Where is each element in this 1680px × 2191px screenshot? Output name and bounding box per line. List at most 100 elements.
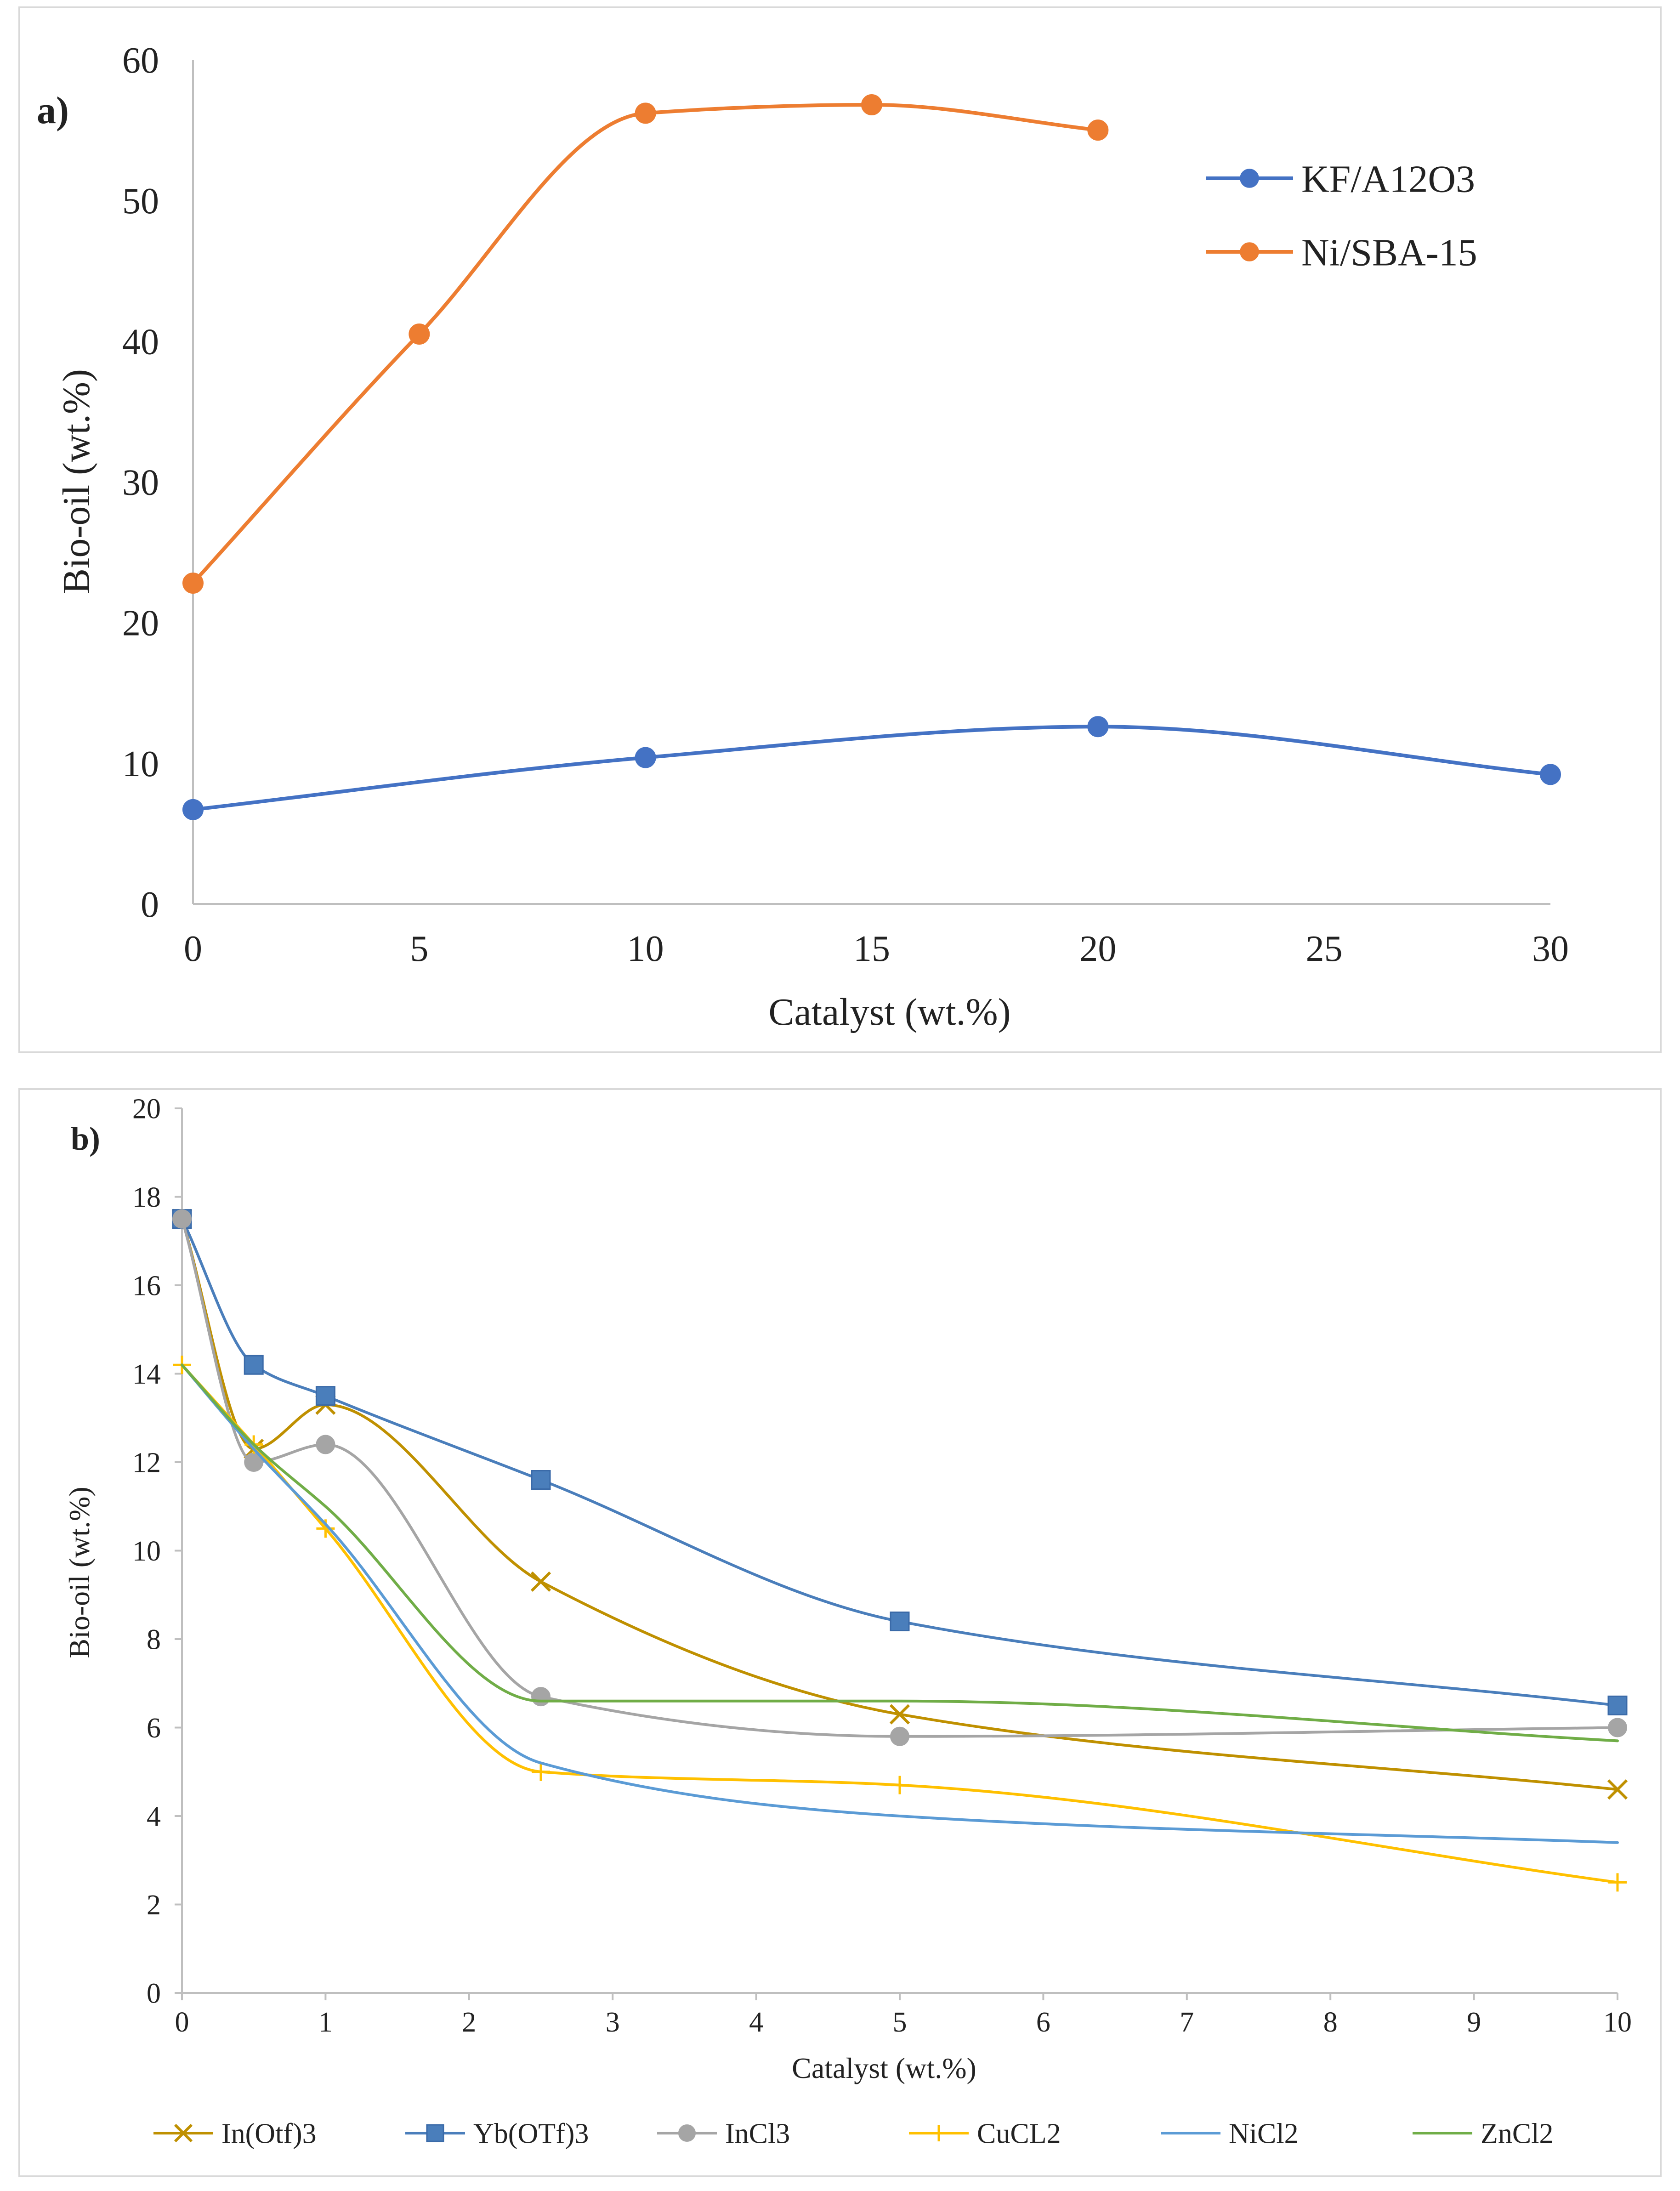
chart-b-ytick-label: 8 — [147, 1624, 161, 1656]
chart-a-point-ni-sba-15 — [635, 102, 656, 124]
chart-a-point-kf-a12o3 — [1087, 716, 1109, 738]
chart-b-point-incl3 — [172, 1209, 192, 1229]
chart-b-legend-item-yb-otf-3: Yb(OTf)3 — [405, 2118, 589, 2150]
chart-a-xtick-label: 0 — [184, 929, 202, 969]
chart-panel-a: 0 10 20 30 40 50 60 0 5 10 15 20 25 30 KF/A12O3 Ni/SBA… — [18, 6, 1662, 1053]
chart-a-legend-label: KF/A12O3 — [1301, 158, 1475, 200]
chart-b-xtick-label: 0 — [175, 2007, 189, 2038]
chart-b-ytick-label: 12 — [132, 1447, 161, 1479]
chart-a-ylabel: Bio-oil (wt.%) — [55, 369, 98, 594]
chart-b-legend-marker — [931, 2125, 947, 2141]
chart-a-xtick-label: 20 — [1079, 929, 1116, 969]
chart-b-point-cucl2 — [532, 1762, 550, 1781]
chart-a-xlabel: Catalyst (wt.%) — [768, 991, 1010, 1033]
chart-b-ytick-label: 10 — [132, 1536, 161, 1567]
chart-a-xtick-label: 15 — [853, 929, 890, 969]
chart-a-ytick-label: 10 — [122, 744, 159, 784]
chart-a-legend-marker — [1240, 169, 1259, 188]
chart-a-svg: 0 10 20 30 40 50 60 0 5 10 15 20 25 30 KF/A12O3 Ni/SBA… — [37, 40, 1569, 1033]
chart-a-point-kf-a12o3 — [635, 747, 656, 768]
chart-a-legend-label: Ni/SBA-15 — [1301, 231, 1477, 274]
chart-b-line-zncl2 — [181, 1363, 1619, 1743]
chart-b-point-in-otf-3 — [1607, 1779, 1628, 1800]
chart-b-legend-item-nicl2: NiCl2 — [1161, 2118, 1299, 2150]
chart-a-ytick-label: 0 — [141, 885, 159, 925]
chart-b-xtick-label: 6 — [1036, 2007, 1050, 2038]
chart-b-point-cucl2 — [1608, 1873, 1627, 1892]
chart-b-panel-label: b) — [71, 1120, 100, 1157]
chart-b-series-cucl2 — [173, 1356, 1627, 1892]
chart-a-ytick-label: 20 — [122, 603, 159, 644]
chart-b-xtick-label: 10 — [1603, 2007, 1632, 2038]
chart-b-legend-item-in-otf-3: In(Otf)3 — [153, 2118, 317, 2150]
chart-b-legend-label: InCl3 — [725, 2118, 790, 2150]
chart-b-point-yb-otf-3 — [1607, 1695, 1628, 1715]
chart-a-xtick-label: 5 — [410, 929, 428, 969]
chart-panel-b: 0 2 4 6 8 10 12 14 16 18 20 0 1 2 3 4 5 6 7 8 9 10 In(Otf)3 Yb… — [18, 1088, 1662, 2177]
chart-a-point-kf-a12o3 — [182, 799, 204, 820]
chart-b-ytick-label: 2 — [147, 1890, 161, 1921]
chart-a-ytick-label: 60 — [122, 40, 159, 81]
chart-a-xtick-label: 10 — [627, 929, 664, 969]
chart-b-xtick-label: 4 — [749, 2007, 763, 2038]
chart-a-legend-item-ni-sba-15: Ni/SBA-15 — [1206, 231, 1477, 274]
chart-a-xtick-label: 25 — [1306, 929, 1343, 969]
chart-b-series-incl3 — [172, 1209, 1627, 1746]
chart-b-ytick-label: 6 — [147, 1713, 161, 1744]
chart-b-ytick-label: 0 — [147, 1978, 161, 2009]
chart-a-point-kf-a12o3 — [1540, 764, 1561, 785]
chart-a-line-ni-sba-15 — [191, 103, 1100, 585]
chart-b-point-yb-otf-3 — [531, 1470, 551, 1490]
chart-b-point-incl3 — [1608, 1718, 1627, 1737]
chart-b-point-incl3 — [316, 1435, 335, 1454]
chart-b-ytick-label: 18 — [132, 1182, 161, 1213]
chart-a-ytick-label: 50 — [122, 181, 159, 221]
chart-b-legend-item-cucl2: CuCL2 — [909, 2118, 1061, 2150]
chart-b-xtick-label: 3 — [606, 2007, 620, 2038]
chart-a-ytick-label: 40 — [122, 322, 159, 362]
chart-a-series-kf-a12o3 — [182, 716, 1561, 820]
chart-b-legend-label: Yb(OTf)3 — [473, 2118, 589, 2150]
chart-b-legend-marker — [678, 2124, 696, 2142]
chart-b-xtick-label: 5 — [893, 2007, 907, 2038]
chart-b-point-yb-otf-3 — [244, 1355, 264, 1375]
chart-a-legend-marker — [1240, 242, 1259, 261]
chart-a-series-ni-sba-15 — [182, 94, 1109, 594]
chart-a-point-ni-sba-15 — [182, 572, 204, 594]
chart-b-point-incl3 — [890, 1726, 909, 1746]
chart-b-ytick-label: 4 — [147, 1801, 161, 1833]
chart-a-ytick-label: 30 — [122, 463, 159, 503]
chart-a-line-kf-a12o3 — [191, 725, 1552, 812]
chart-b-legend-label: NiCl2 — [1229, 2118, 1299, 2150]
chart-a-panel-label: a) — [37, 89, 69, 132]
chart-a-point-ni-sba-15 — [861, 94, 882, 115]
chart-b-xtick-label: 1 — [318, 2007, 333, 2038]
chart-b-line-yb-otf-3 — [181, 1217, 1619, 1707]
chart-b-xtick-label: 2 — [462, 2007, 476, 2038]
chart-b-point-incl3 — [531, 1687, 551, 1707]
chart-b-legend-item-incl3: InCl3 — [657, 2118, 790, 2150]
chart-b-ylabel: Bio-oil (wt.%) — [63, 1487, 96, 1658]
chart-a-legend-item-kf-a12o3: KF/A12O3 — [1206, 158, 1475, 200]
chart-b-point-yb-otf-3 — [890, 1612, 910, 1631]
chart-b-ytick-label: 20 — [132, 1094, 161, 1125]
chart-b-ytick-label: 14 — [132, 1359, 161, 1390]
chart-b-xtick-label: 7 — [1180, 2007, 1194, 2038]
chart-b-legend-item-zncl2: ZnCl2 — [1413, 2118, 1553, 2150]
chart-b-point-in-otf-3 — [889, 1704, 910, 1725]
chart-b-legend-label: CuCL2 — [977, 2118, 1061, 2150]
chart-b-point-in-otf-3 — [530, 1571, 551, 1592]
chart-b-series-in-otf-3 — [171, 1209, 1628, 1800]
chart-a-point-ni-sba-15 — [409, 324, 430, 345]
chart-b-series-yb-otf-3 — [172, 1209, 1628, 1715]
chart-b-line-nicl2 — [181, 1363, 1619, 1844]
chart-b-legend-label: In(Otf)3 — [221, 2118, 317, 2150]
chart-b-xlabel: Catalyst (wt.%) — [792, 2052, 976, 2084]
chart-b-point-cucl2 — [891, 1776, 909, 1794]
chart-b-series-zncl2 — [181, 1363, 1619, 1743]
chart-b-legend-label: ZnCl2 — [1481, 2118, 1553, 2150]
chart-b-xtick-label: 8 — [1323, 2007, 1338, 2038]
chart-a-xtick-label: 30 — [1532, 929, 1569, 969]
chart-a-point-ni-sba-15 — [1087, 119, 1109, 141]
